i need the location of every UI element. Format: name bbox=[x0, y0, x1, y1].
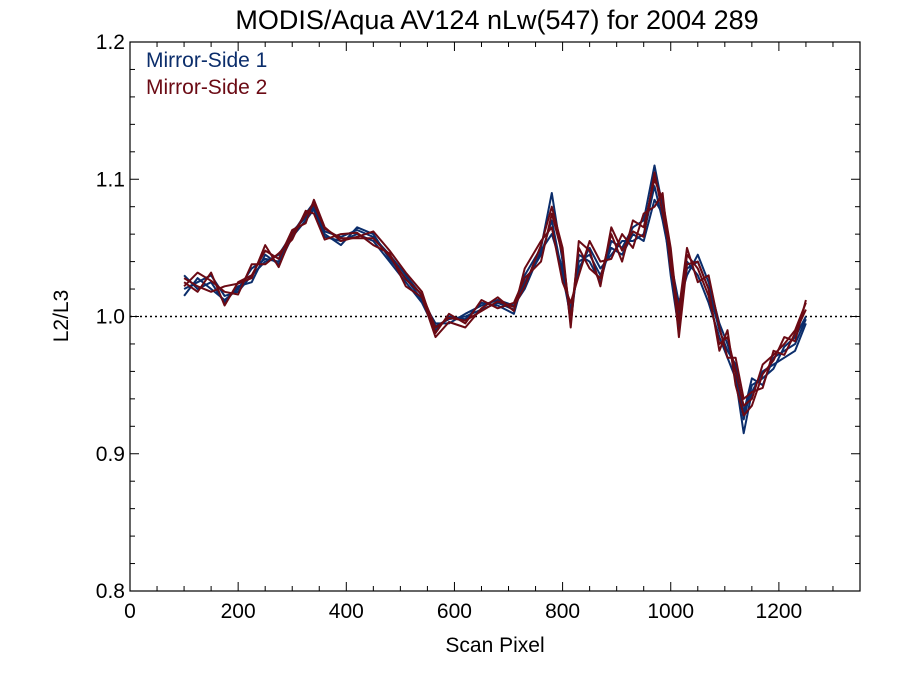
legend: Mirror-Side 1 Mirror-Side 2 bbox=[146, 49, 267, 99]
y-tick-label: 1.1 bbox=[96, 168, 125, 191]
y-axis-title: L2/L3 bbox=[50, 290, 73, 343]
series-layer bbox=[183, 164, 807, 435]
y-tick-label: 1.2 bbox=[96, 31, 125, 54]
y-tick-label: 0.8 bbox=[96, 580, 125, 603]
x-tick-label: 1000 bbox=[647, 600, 694, 623]
chart-title: MODIS/Aqua AV124 nLw(547) for 2004 289 bbox=[235, 5, 758, 35]
x-tick-label: 600 bbox=[437, 600, 472, 623]
y-axis: 0.8 0.9 1.0 1.1 1.2 bbox=[96, 31, 860, 603]
series-line-mirror-side-2 bbox=[183, 171, 807, 417]
y-tick-label: 1.0 bbox=[96, 306, 125, 329]
x-tick-label: 800 bbox=[545, 600, 580, 623]
x-tick-label: 200 bbox=[221, 600, 256, 623]
plot-area: 0 200 400 600 800 1000 1200 0.8 0.9 1.0 1.1 1.2 bbox=[96, 31, 861, 623]
x-axis-title: Scan Pixel bbox=[445, 634, 544, 657]
legend-label-mirror-side-2: Mirror-Side 2 bbox=[146, 76, 267, 99]
x-tick-label: 1200 bbox=[756, 600, 803, 623]
x-axis: 0 200 400 600 800 1000 1200 bbox=[124, 42, 861, 623]
series-line-mirror-side-2 bbox=[183, 192, 807, 400]
legend-label-mirror-side-1: Mirror-Side 1 bbox=[146, 49, 267, 72]
x-tick-label: 0 bbox=[124, 600, 136, 623]
y-tick-label: 0.9 bbox=[96, 443, 125, 466]
x-tick-label: 400 bbox=[329, 600, 364, 623]
